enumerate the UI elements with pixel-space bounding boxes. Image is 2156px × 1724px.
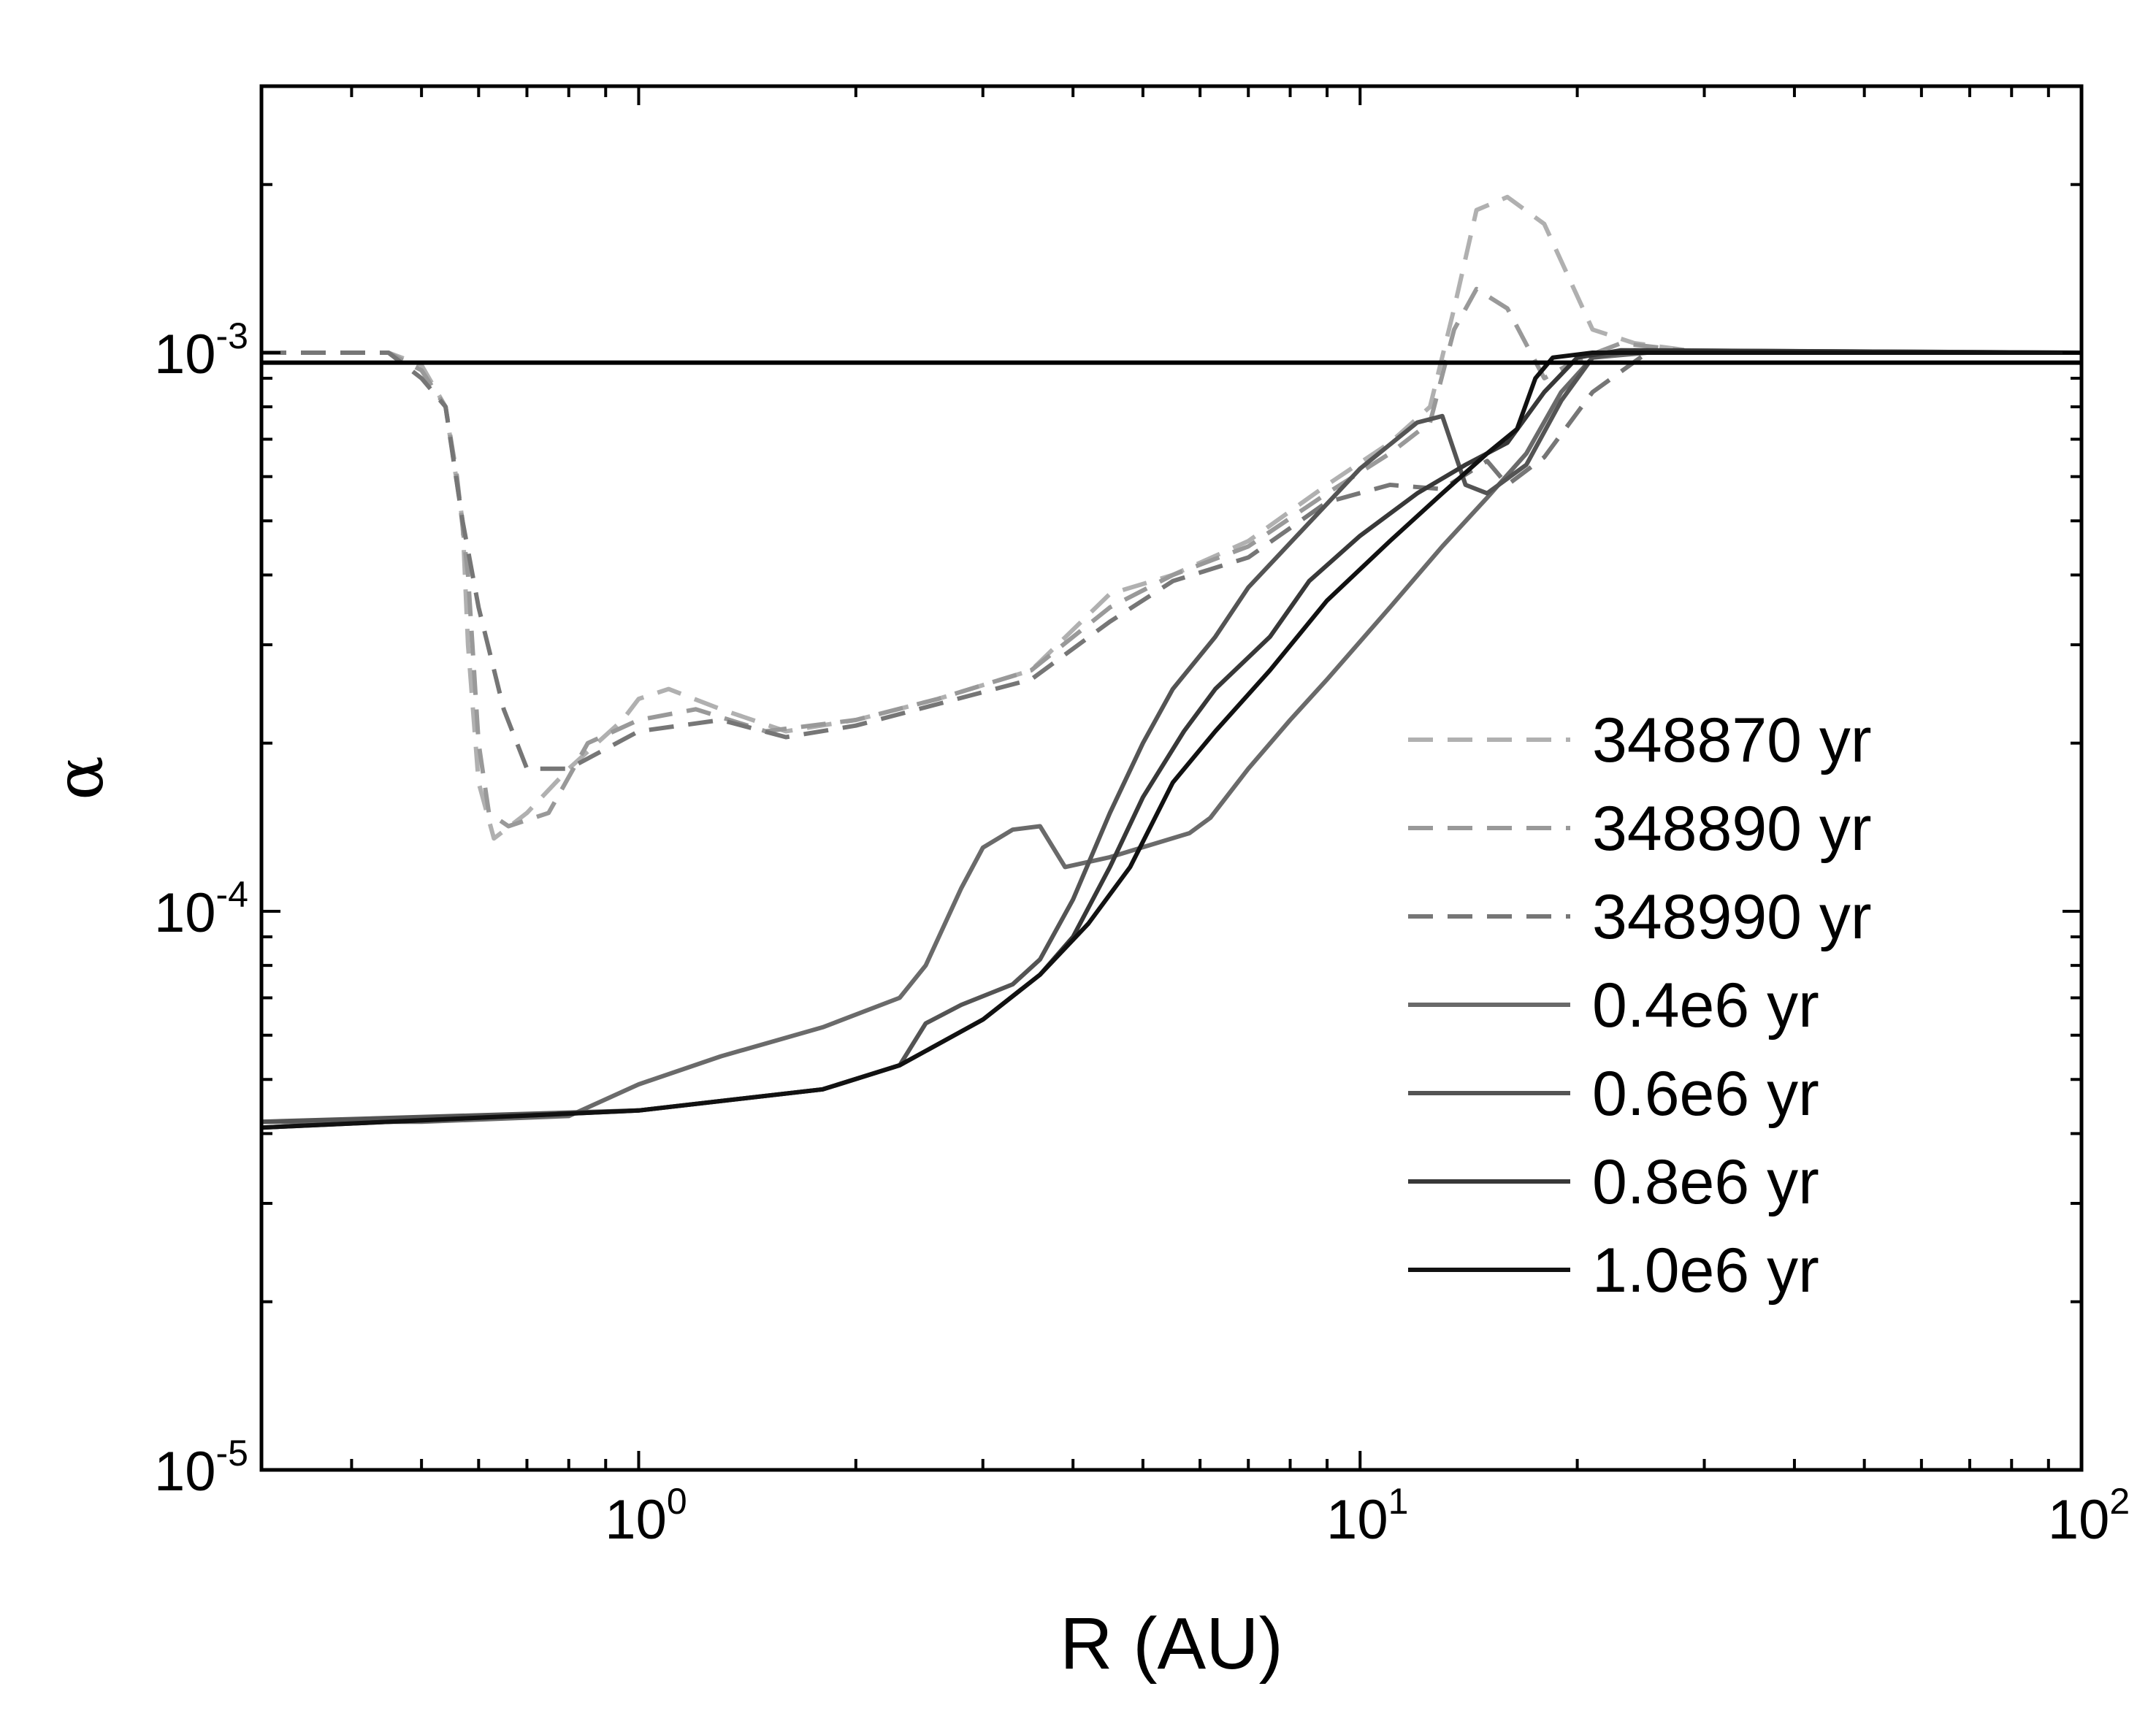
y-tick-label: 10-4 — [154, 874, 248, 944]
series-line-348990-yr — [261, 350, 2082, 771]
legend-label: 348890 yr — [1592, 794, 1872, 864]
x-axis-label: R (AU) — [1060, 1603, 1283, 1685]
series-line-0-6e6-yr — [261, 348, 2082, 1125]
x-tick-label: 101 — [1326, 1481, 1408, 1551]
legend-label: 0.4e6 yr — [1592, 970, 1819, 1041]
plot-frame — [259, 84, 2084, 1472]
series-line-1-0e6-yr — [261, 350, 2082, 1130]
legend-label: 348990 yr — [1592, 882, 1872, 952]
legend-label: 348870 yr — [1592, 705, 1872, 775]
series-line-0-4e6-yr — [261, 350, 2082, 1125]
tick-labels: 100 101 102 10-5 10-4 10-3 — [154, 315, 2130, 1551]
legend: 348870 yr 348890 yr 348990 yr 0.4e6 yr 0.6e6… — [1408, 705, 1872, 1306]
series-line-348890-yr — [261, 286, 2082, 829]
y-axis-label: α — [42, 756, 118, 800]
legend-label: 0.6e6 yr — [1592, 1059, 1819, 1129]
plot-lines — [261, 194, 2082, 1130]
y-tick-label: 10-5 — [154, 1433, 248, 1503]
y-tick-label: 10-3 — [154, 315, 248, 386]
x-tick-label: 102 — [2048, 1481, 2130, 1551]
legend-label: 1.0e6 yr — [1592, 1235, 1819, 1306]
x-tick-label: 100 — [605, 1481, 687, 1551]
legend-label: 0.8e6 yr — [1592, 1147, 1819, 1217]
